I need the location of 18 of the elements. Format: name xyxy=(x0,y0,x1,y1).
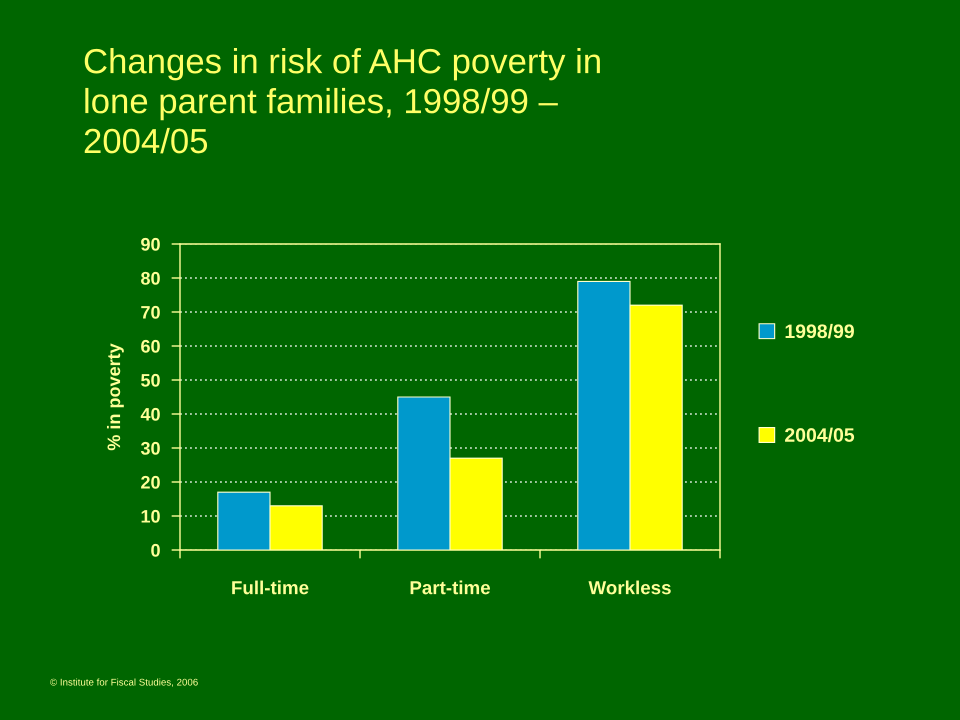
y-tick-label: 0 xyxy=(151,544,160,557)
y-axis-title: % in poverty xyxy=(106,343,124,450)
x-tick-label: Part-time xyxy=(410,580,490,594)
chart-title: Changes in risk of AHC poverty in lone parent families, 1998/99 – 2004/05 xyxy=(84,48,600,154)
y-tick-label: 10 xyxy=(142,510,160,523)
y-tick-label: 20 xyxy=(141,476,160,489)
y-tick-label: 50 xyxy=(141,374,160,387)
y-tick-label: 40 xyxy=(140,408,160,421)
y-tick-label: 80 xyxy=(141,272,160,285)
x-tick-label: Full-time xyxy=(232,580,308,594)
legend-label: 2004/05 xyxy=(785,428,854,442)
legend-label: 1998/99 xyxy=(786,324,854,338)
y-tick-label: 60 xyxy=(141,340,160,353)
text: © Institute for Fiscal Studies, 2006 xyxy=(50,678,198,687)
y-tick-label: 70 xyxy=(141,306,160,319)
x-tick-label: Workless xyxy=(588,580,671,594)
y-tick-label: 30 xyxy=(140,442,160,455)
y-tick-label: 90 xyxy=(141,238,160,251)
